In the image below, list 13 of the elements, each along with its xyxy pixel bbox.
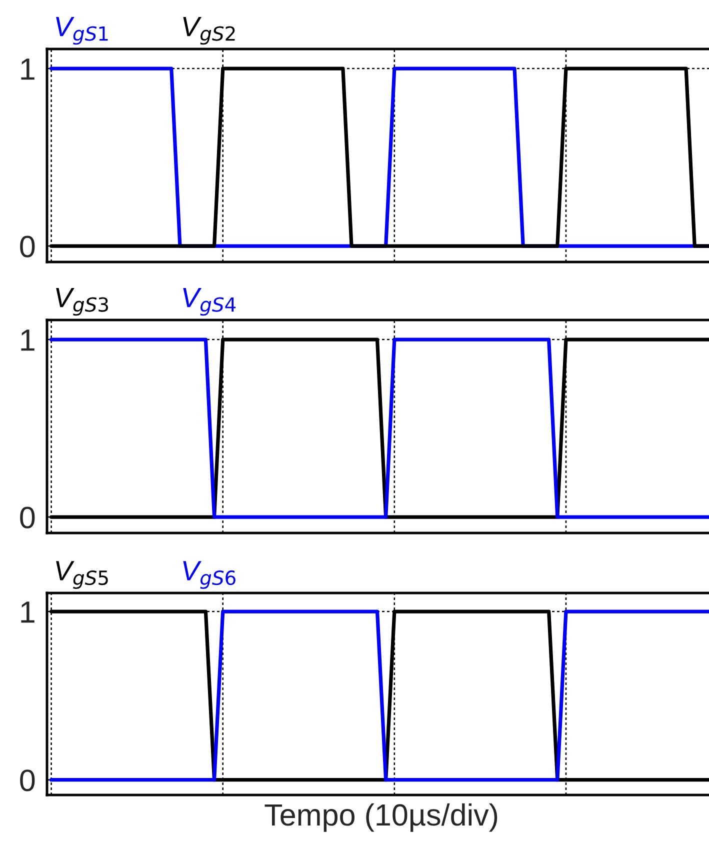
series-label: V$_{gS2}$: [183, 16, 235, 45]
text: V$_{gS3}$: [56, 288, 108, 316]
y-tick-label: 0: [20, 506, 35, 528]
y-tick-label: 1: [21, 602, 34, 623]
series-label: V$_{gS4}$: [183, 288, 236, 316]
series-label: V$_{gS6}$: [183, 561, 236, 589]
y-tick-label: 0: [20, 236, 35, 258]
series-label: V$_{gS1}$: [56, 16, 108, 45]
series-label: V$_{gS5}$: [56, 561, 108, 589]
x-axis-title: Tempo (10µs/div): [264, 803, 498, 832]
y-tick-label: 1: [21, 58, 34, 80]
y-tick-label: 0: [20, 770, 35, 792]
y-tick-label: 1: [21, 330, 34, 351]
